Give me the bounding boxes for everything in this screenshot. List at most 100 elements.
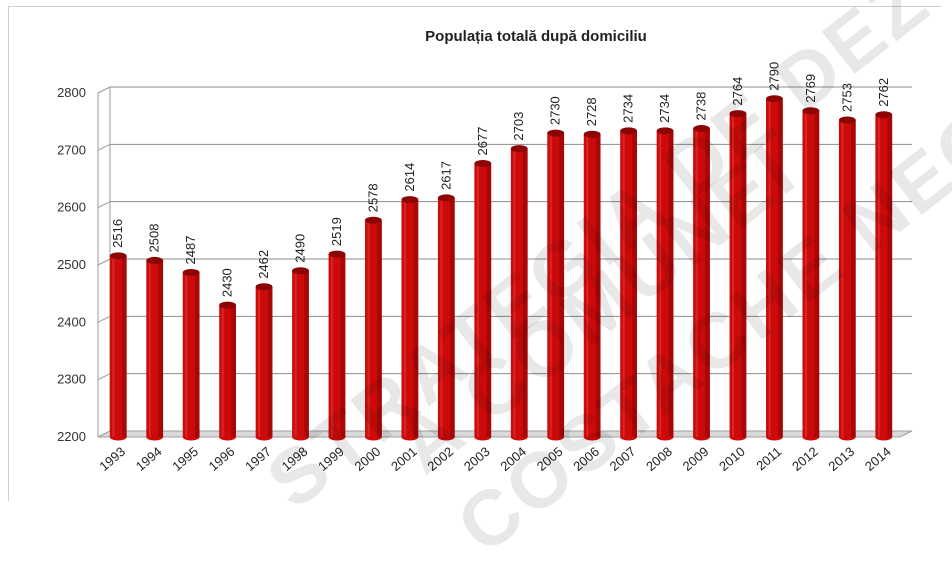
bar-shade xyxy=(632,130,637,437)
y-tick-label: 2800 xyxy=(57,85,86,100)
bar-top xyxy=(328,250,346,258)
gridline-depth xyxy=(97,143,111,151)
x-tick-label: 1998 xyxy=(279,444,311,474)
bar-shade xyxy=(559,133,565,437)
bar-highlight xyxy=(622,130,625,437)
data-label: 2730 xyxy=(548,96,563,125)
x-tick-label: 2007 xyxy=(607,444,639,474)
bar-top xyxy=(583,130,601,138)
data-label: 2764 xyxy=(730,77,745,106)
bar-highlight xyxy=(877,114,880,437)
data-label: 2734 xyxy=(657,94,672,123)
y-tick-label: 2700 xyxy=(57,142,86,157)
data-label: 2462 xyxy=(256,250,271,279)
bar-top xyxy=(766,95,783,103)
bar-shade xyxy=(741,113,747,437)
bar-shade xyxy=(778,98,783,437)
x-tick-label: 2013 xyxy=(825,444,857,474)
y-tick-label: 2200 xyxy=(57,429,86,444)
x-tick-label: 2002 xyxy=(424,444,456,474)
bar-shade xyxy=(851,119,856,438)
data-label: 2762 xyxy=(876,78,891,107)
bar-highlight xyxy=(476,163,479,437)
bar-shade xyxy=(522,148,528,437)
x-tick-label: 2009 xyxy=(680,444,712,474)
x-tick-label: 2001 xyxy=(388,444,420,474)
gridline-depth xyxy=(97,258,111,266)
bar-highlight xyxy=(768,98,771,437)
x-tick-label: 2000 xyxy=(352,444,384,474)
data-label: 2769 xyxy=(803,74,818,103)
data-label: 2734 xyxy=(621,94,636,123)
bar-top xyxy=(802,107,820,115)
x-tick-label: 2012 xyxy=(789,444,821,474)
bar-top xyxy=(510,145,528,153)
bar-top xyxy=(875,111,893,119)
x-tick-label: 2004 xyxy=(497,444,529,474)
y-tick-label: 2400 xyxy=(57,314,86,329)
bar-highlight xyxy=(221,305,224,437)
x-tick-label: 2003 xyxy=(461,444,493,474)
data-label: 2614 xyxy=(402,163,417,192)
x-tick-label: 2005 xyxy=(534,444,566,474)
x-tick-label: 2008 xyxy=(643,444,675,474)
bar-highlight xyxy=(513,148,516,437)
bar-shade xyxy=(267,286,273,437)
bar-highlight xyxy=(659,130,662,437)
x-tick-label: 1996 xyxy=(206,444,238,474)
data-label: 2490 xyxy=(293,234,308,263)
data-label: 2487 xyxy=(183,236,198,265)
bar-top xyxy=(219,301,236,309)
gridline-depth xyxy=(97,201,111,209)
bar-shade xyxy=(340,254,346,437)
data-label: 2578 xyxy=(365,183,380,212)
chart-frame xyxy=(8,6,941,501)
bar-shade xyxy=(194,272,200,437)
bar-shade xyxy=(377,220,382,437)
bar-shade xyxy=(668,130,674,437)
bar-highlight xyxy=(841,119,844,438)
data-label: 2728 xyxy=(584,97,599,126)
data-label: 2753 xyxy=(839,83,854,112)
bar-highlight xyxy=(732,113,735,437)
bar-shade xyxy=(595,134,601,437)
bar-top xyxy=(146,256,164,264)
bar-highlight xyxy=(258,286,261,437)
bar-shade xyxy=(814,110,820,438)
x-tick-label: 1993 xyxy=(96,444,128,474)
bar-highlight xyxy=(294,270,297,437)
gridline-depth xyxy=(97,86,111,94)
bar-top xyxy=(109,252,127,260)
bar-highlight xyxy=(331,254,334,437)
data-label: 2516 xyxy=(110,219,125,248)
bar-highlight xyxy=(586,134,589,437)
bar-top xyxy=(729,110,747,118)
bar-highlight xyxy=(112,255,115,437)
bar-top xyxy=(292,267,309,275)
bar-shade xyxy=(158,260,164,437)
data-label: 2703 xyxy=(511,112,526,141)
x-tick-label: 2011 xyxy=(753,444,784,473)
bar-highlight xyxy=(549,133,552,437)
x-tick-label: 1997 xyxy=(242,444,274,474)
bar-highlight xyxy=(367,220,370,437)
data-label: 2617 xyxy=(438,161,453,190)
bar-top xyxy=(182,268,200,276)
data-label: 2677 xyxy=(475,127,490,156)
bar-shade xyxy=(413,199,419,437)
y-tick-label: 2300 xyxy=(57,372,86,387)
bar-top xyxy=(656,127,674,135)
bar-top xyxy=(547,129,565,137)
bar-top xyxy=(437,194,455,202)
bar-shade xyxy=(450,197,455,437)
bar-top xyxy=(255,283,273,291)
bar-top xyxy=(365,216,382,224)
gridline-depth xyxy=(97,315,111,323)
bar-shade xyxy=(705,128,710,437)
bar-shade xyxy=(304,270,309,437)
data-label: 2430 xyxy=(220,268,235,297)
data-label: 2790 xyxy=(766,62,781,91)
data-label: 2508 xyxy=(147,223,162,252)
bar-highlight xyxy=(403,199,407,437)
x-tick-label: 2006 xyxy=(570,444,602,474)
